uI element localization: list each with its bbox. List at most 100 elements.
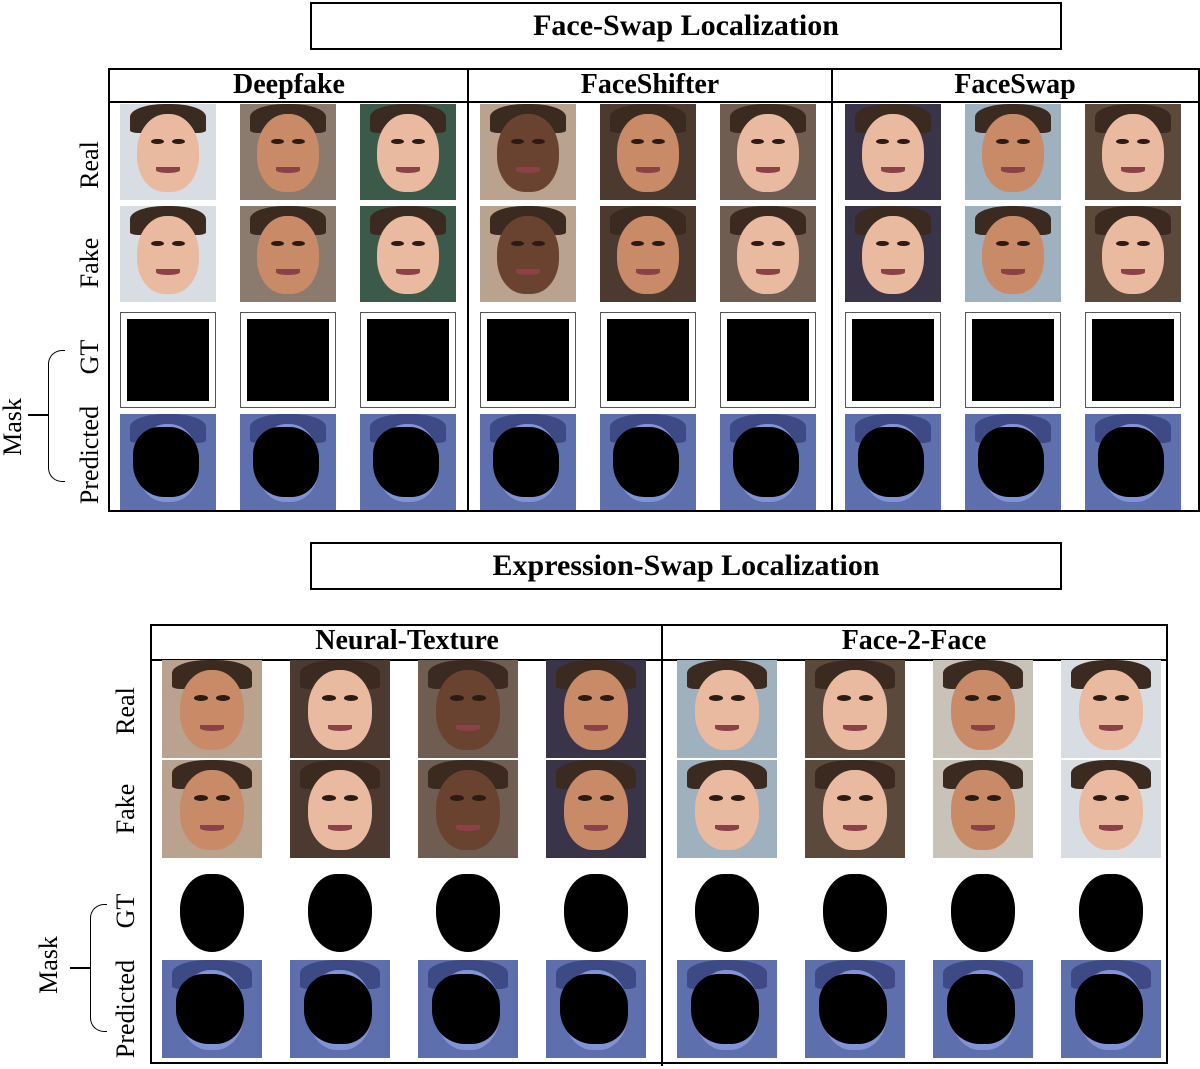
- col-deepfake: Deepfake: [233, 69, 345, 100]
- real-face-thumbnail: [965, 104, 1061, 200]
- fake-face-thumbnail: [677, 760, 777, 858]
- predicted-mask-thumbnail: [1061, 960, 1161, 1058]
- gt-mask-thumbnail: [805, 864, 905, 962]
- fake-face-thumbnail: [933, 760, 1033, 858]
- gt-mask-thumbnail: [1085, 312, 1181, 408]
- predicted-mask-region: [373, 427, 439, 497]
- es-row-fake: Fake: [111, 783, 140, 835]
- es-row-real: Real: [111, 687, 140, 735]
- gt-mask-thumbnail: [120, 312, 216, 408]
- gt-mask-thumbnail: [290, 864, 390, 962]
- fake-face-thumbnail: [290, 760, 390, 858]
- real-face-thumbnail: [845, 104, 941, 200]
- fake-face-thumbnail: [240, 206, 336, 302]
- gt-mask-thumbnail: [162, 864, 262, 962]
- predicted-mask-region: [176, 973, 244, 1045]
- fake-face-thumbnail: [1061, 760, 1161, 858]
- fake-face-thumbnail: [965, 206, 1061, 302]
- real-face-thumbnail: [677, 660, 777, 758]
- col-faceswap: FaceSwap: [954, 69, 1076, 100]
- es-mask-brace: [90, 904, 107, 1032]
- predicted-mask-region: [1075, 973, 1143, 1045]
- fake-face-thumbnail: [546, 760, 646, 858]
- real-face-thumbnail: [360, 104, 456, 200]
- real-face-thumbnail: [546, 660, 646, 758]
- column-divider-2: [831, 70, 833, 510]
- predicted-mask-thumbnail: [162, 960, 262, 1058]
- fake-face-thumbnail: [600, 206, 696, 302]
- expression-swap-panel: Neural-Texture Face-2-Face: [150, 624, 1168, 1066]
- gt-mask-thumbnail: [480, 312, 576, 408]
- header-divider: [110, 101, 1198, 103]
- fs-mask-brace-tick: [28, 414, 48, 416]
- es-row-gt: GT: [111, 893, 140, 929]
- predicted-mask-region: [691, 973, 759, 1045]
- col-faceshifter: FaceShifter: [580, 69, 720, 100]
- predicted-mask-thumbnail: [240, 414, 336, 510]
- predicted-mask-thumbnail: [480, 414, 576, 510]
- predicted-mask-thumbnail: [805, 960, 905, 1058]
- fs-mask-label: Mask: [0, 398, 27, 456]
- fake-face-thumbnail: [1085, 206, 1181, 302]
- column-divider: [661, 626, 663, 1066]
- fake-face-thumbnail: [805, 760, 905, 858]
- face-swap-title-text: Face-Swap Localization: [533, 9, 839, 42]
- gt-mask-thumbnail: [965, 312, 1061, 408]
- fake-face-thumbnail: [162, 760, 262, 858]
- predicted-mask-thumbnail: [600, 414, 696, 510]
- predicted-mask-thumbnail: [720, 414, 816, 510]
- expression-swap-title: Expression-Swap Localization: [310, 542, 1062, 590]
- predicted-mask-region: [432, 973, 500, 1045]
- predicted-mask-region: [560, 973, 628, 1045]
- es-mask-brace-tick: [70, 967, 90, 969]
- fs-row-fake: Fake: [75, 237, 104, 289]
- predicted-mask-region: [819, 973, 887, 1045]
- gt-mask-thumbnail: [360, 312, 456, 408]
- gt-mask-thumbnail: [546, 864, 646, 962]
- predicted-mask-thumbnail: [965, 414, 1061, 510]
- real-face-thumbnail: [480, 104, 576, 200]
- predicted-mask-region: [978, 427, 1044, 497]
- col-face-2-face: Face-2-Face: [841, 625, 987, 656]
- face-swap-panel: Deepfake FaceShifter FaceSwap: [108, 68, 1200, 512]
- gt-mask-thumbnail: [240, 312, 336, 408]
- fs-mask-brace: [48, 350, 65, 482]
- predicted-mask-thumbnail: [546, 960, 646, 1058]
- col-neural-texture: Neural-Texture: [315, 625, 499, 656]
- real-face-thumbnail: [290, 660, 390, 758]
- fs-row-real: Real: [75, 141, 104, 189]
- predicted-mask-region: [253, 427, 319, 497]
- predicted-mask-region: [613, 427, 679, 497]
- predicted-mask-region: [493, 427, 559, 497]
- predicted-mask-region: [733, 427, 799, 497]
- gt-mask-thumbnail: [1061, 864, 1161, 962]
- real-face-thumbnail: [933, 660, 1033, 758]
- fake-face-thumbnail: [720, 206, 816, 302]
- real-face-thumbnail: [600, 104, 696, 200]
- real-face-thumbnail: [805, 660, 905, 758]
- gt-mask-thumbnail: [933, 864, 1033, 962]
- gt-mask-thumbnail: [720, 312, 816, 408]
- real-face-thumbnail: [162, 660, 262, 758]
- real-face-thumbnail: [240, 104, 336, 200]
- predicted-mask-thumbnail: [845, 414, 941, 510]
- es-row-predicted: Predicted: [111, 959, 140, 1059]
- predicted-mask-region: [133, 427, 199, 497]
- fake-face-thumbnail: [360, 206, 456, 302]
- predicted-mask-thumbnail: [120, 414, 216, 510]
- face-swap-title: Face-Swap Localization: [310, 2, 1062, 50]
- real-face-thumbnail: [720, 104, 816, 200]
- fake-face-thumbnail: [845, 206, 941, 302]
- header-divider: [152, 659, 1166, 661]
- predicted-mask-thumbnail: [677, 960, 777, 1058]
- predicted-mask-thumbnail: [418, 960, 518, 1058]
- fake-face-thumbnail: [120, 206, 216, 302]
- predicted-mask-region: [858, 427, 924, 497]
- predicted-mask-region: [304, 973, 372, 1045]
- real-face-thumbnail: [1061, 660, 1161, 758]
- predicted-mask-thumbnail: [360, 414, 456, 510]
- es-mask-label: Mask: [34, 936, 63, 994]
- fake-face-thumbnail: [480, 206, 576, 302]
- column-divider-1: [467, 70, 469, 510]
- fs-row-gt: GT: [75, 339, 104, 375]
